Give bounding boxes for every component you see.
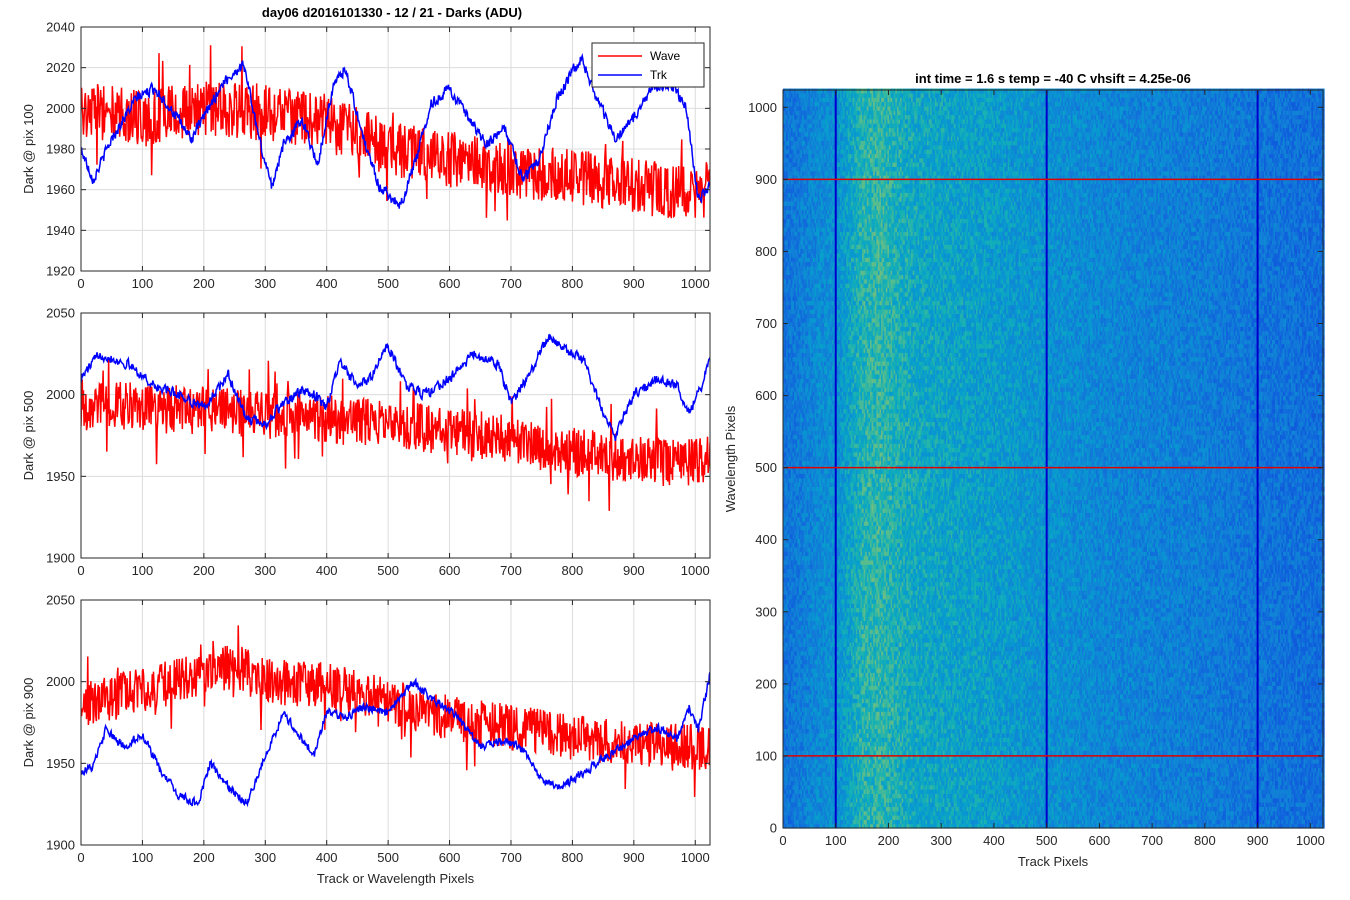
y-tick-label: 1960	[46, 182, 75, 197]
x-tick-label: 300	[254, 850, 276, 865]
x-tick-label: 1000	[681, 276, 710, 291]
x-tick-label: 100	[132, 276, 154, 291]
panel-3: 0 100 200 300 400 500 600 700 800 900 1000 1900 1950…	[21, 593, 710, 887]
y-axis-label: Dark @ pix 100	[21, 104, 36, 194]
panel-4: 0 100 200 300 400 500 600 700 800 900 100001002003…	[723, 71, 1325, 869]
x-tick-label: 1000	[681, 850, 710, 865]
x-tick-label: 700	[500, 850, 522, 865]
y-tick-label: 2000	[46, 674, 75, 689]
y-tick-label: 1900	[46, 838, 75, 853]
x-tick-label: 300	[254, 563, 276, 578]
x-tick-label: 600	[439, 850, 461, 865]
y-tick-label: 1940	[46, 223, 75, 238]
x-tick-label: 400	[316, 563, 338, 578]
legend-box	[592, 43, 704, 87]
y-axis-label: Dark @ pix 900	[21, 678, 36, 768]
y-tick-label: 2040	[46, 20, 75, 35]
x-tick-label: 1000	[681, 563, 710, 578]
legend: Wave Trk	[592, 43, 704, 87]
y-tick-label: 2020	[46, 60, 75, 75]
x-tick-label: 0	[77, 563, 84, 578]
x-tick-label: 100	[132, 850, 154, 865]
figure-title: day06 d2016101330 - 12 / 21 - Darks (ADU…	[262, 5, 522, 20]
x-tick-label: 800	[562, 276, 584, 291]
x-tick-label: 0	[77, 850, 84, 865]
x-tick-label: 600	[439, 276, 461, 291]
y-tick-label: 2000	[46, 101, 75, 116]
x-tick-label: 500	[377, 850, 399, 865]
legend-label: Trk	[650, 68, 668, 82]
x-tick-label: 700	[500, 276, 522, 291]
y-axis-label: Dark @ pix 500	[21, 391, 36, 481]
x-tick-label: 500	[377, 563, 399, 578]
x-tick-label: 500	[377, 276, 399, 291]
y-tick-label: 1900	[46, 551, 75, 566]
y-tick-label: 2000	[46, 387, 75, 402]
x-tick-label: 200	[193, 276, 215, 291]
x-tick-label: 900	[623, 276, 645, 291]
x-tick-label: 0	[77, 276, 84, 291]
y-tick-label: 2050	[46, 593, 75, 608]
y-tick-label: 1950	[46, 469, 75, 484]
x-tick-label: 300	[254, 276, 276, 291]
x-axis-label: Track or Wavelength Pixels	[317, 871, 475, 886]
x-tick-label: 400	[316, 276, 338, 291]
x-tick-label: 800	[562, 563, 584, 578]
x-tick-label: 800	[562, 850, 584, 865]
x-tick-label: 200	[193, 563, 215, 578]
x-tick-label: 100	[132, 563, 154, 578]
x-tick-label: 700	[500, 563, 522, 578]
x-tick-label: 200	[193, 850, 215, 865]
x-tick-label: 900	[623, 850, 645, 865]
y-tick-label: 2050	[46, 306, 75, 321]
y-tick-label: 1980	[46, 142, 75, 157]
x-tick-label: 900	[623, 563, 645, 578]
y-tick-label: 1950	[46, 756, 75, 771]
panel-2: 0 100 200 300 400 500 600 700 800 900 1000 1900 1950…	[21, 306, 710, 579]
panel-1: 0 100 200 300 400 500 600 700 800 900 1000 1920 1940…	[21, 20, 710, 292]
y-tick-label: 1920	[46, 264, 75, 279]
x-tick-label: 600	[439, 563, 461, 578]
x-tick-label: 400	[316, 850, 338, 865]
legend-label: Wave	[650, 49, 681, 63]
